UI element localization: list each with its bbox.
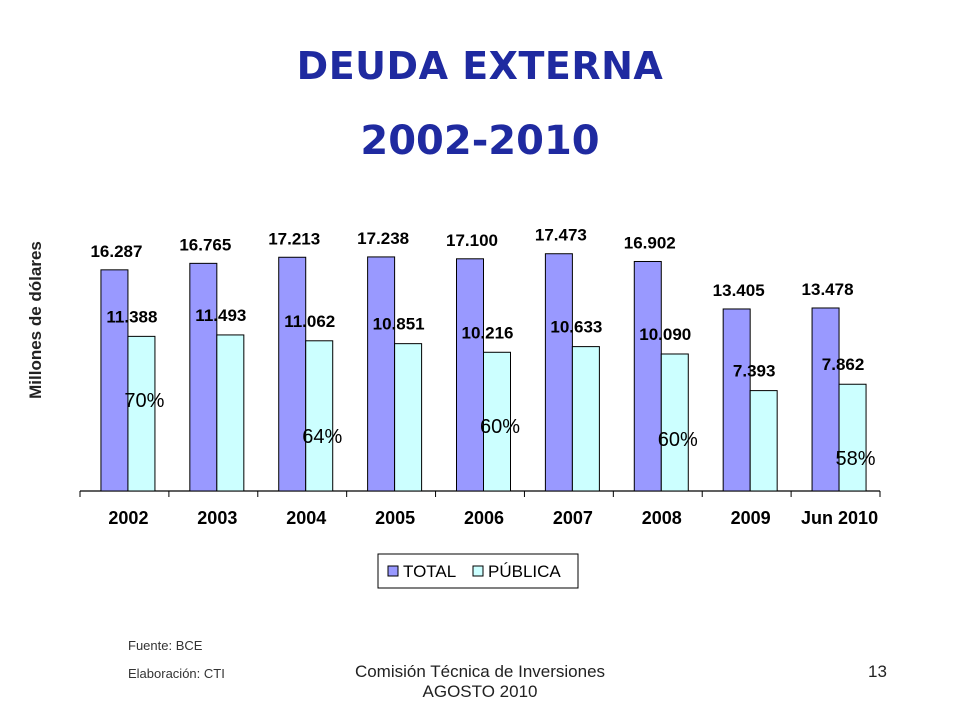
bar-total [456,258,484,492]
share-annotation: 70% [124,390,164,412]
share-annotation: 58% [836,448,876,470]
data-label-total: 13.405 [713,281,765,300]
x-tick-label: 2003 [197,508,237,528]
data-label-total: 16.287 [90,242,142,261]
bar-total [633,260,662,492]
x-tick-label: 2004 [286,508,326,528]
data-label-publica: 7.393 [733,362,776,381]
data-label-total: 13.478 [802,280,854,299]
share-annotation: 60% [658,429,698,451]
slide-title: DEUDA EXTERNA [296,44,664,88]
share-annotation: 64% [302,426,342,448]
data-label-total: 17.100 [446,231,498,250]
x-tick-label: 2008 [642,508,682,528]
y-axis-label: Millones de dólares [26,241,45,399]
footer-organization: Comisión Técnica de Inversiones AGOSTO 2… [270,662,690,702]
data-label-total: 16.765 [179,235,231,254]
data-label-publica: 11.493 [195,306,246,325]
share-annotation: 60% [480,416,520,438]
bar-publica [216,334,245,492]
data-label-publica: 10.633 [550,318,602,337]
bar-total [100,269,129,492]
x-tick-label: 2007 [553,508,593,528]
data-label-publica: 10.216 [462,323,514,342]
data-label-publica: 10.090 [639,325,691,344]
x-tick-label: 2006 [464,508,504,528]
source-note: Fuente: BCE [128,638,203,653]
data-label-total: 17.213 [268,229,320,248]
bar-total [544,253,573,492]
bar-publica [660,353,689,492]
bar-publica [749,390,778,492]
bar-total [189,262,218,492]
bar-total [367,256,396,492]
bar-publica [571,346,600,492]
legend-swatch-publica [472,565,484,577]
bar-publica [838,383,867,492]
slide-subtitle: 2002-2010 [360,118,600,164]
bar-publica [394,343,423,492]
bar-total [722,308,751,492]
data-label-publica: 10.851 [373,315,425,334]
legend-label-publica: PÚBLICA [488,562,561,581]
footer-line-2: AGOSTO 2010 [422,682,538,701]
bar-publica [483,351,511,492]
x-tick-label: 2002 [108,508,148,528]
data-label-publica: 7.862 [822,355,865,374]
elaboration-note: Elaboración: CTI [128,666,225,681]
legend-label-total: TOTAL [403,562,456,581]
data-label-publica: 11.062 [284,312,335,331]
x-tick-label: Jun 2010 [801,508,878,528]
bar-total [278,256,307,492]
footer-line-1: Comisión Técnica de Inversiones [354,662,606,681]
bar-publica [305,340,334,492]
x-tick-label: 2005 [375,508,415,528]
page-number: 13 [868,662,887,681]
data-label-publica: 11.388 [106,307,157,326]
legend-swatch-total [387,565,399,577]
data-label-total: 16.902 [624,233,676,252]
data-label-total: 17.238 [357,229,409,248]
bar-publica [127,335,156,492]
x-tick-label: 2009 [731,508,771,528]
data-label-total: 17.473 [535,226,587,245]
